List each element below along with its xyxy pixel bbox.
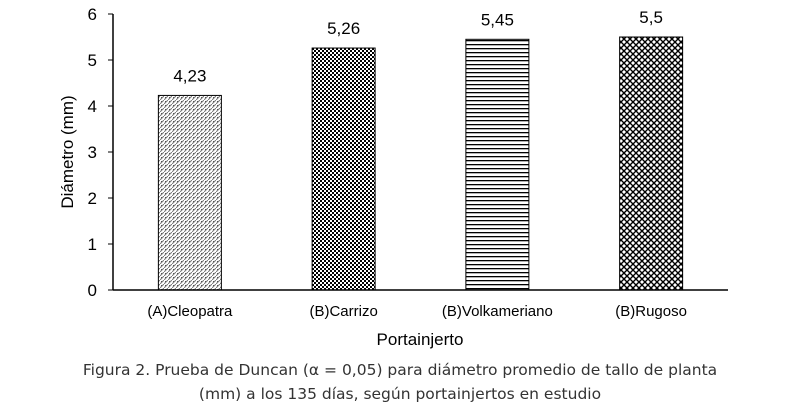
- x-axis-title: Portainjerto: [377, 330, 464, 349]
- y-tick-label: 0: [88, 281, 97, 300]
- caption-line-2: (mm) a los 135 días, según portainjertos…: [198, 385, 602, 403]
- y-tick-label: 4: [88, 97, 97, 116]
- data-label: 5,5: [639, 8, 663, 27]
- bars: 4,23 5,26 5,45 5,5: [157, 8, 684, 291]
- y-tick-label: 5: [88, 51, 97, 70]
- x-tick-label: (B)Rugoso: [615, 303, 687, 320]
- y-tick-label: 3: [88, 143, 97, 162]
- data-label: 5,45: [481, 10, 514, 29]
- y-tick-label: 2: [88, 189, 97, 208]
- x-axis: (A)Cleopatra (B)Carrizo (B)Volkameriano (B)…: [113, 289, 728, 320]
- x-tick-label: (B)Carrizo: [309, 303, 377, 320]
- y-tick-label: 6: [88, 5, 97, 24]
- y-axis: 0 1 2 3 4 5 6: [88, 5, 114, 300]
- y-axis-title: Diámetro (mm): [58, 95, 77, 208]
- figure-caption: Figura 2. Prueba de Duncan (α = 0,05) pa…: [0, 358, 800, 406]
- bar: [157, 94, 222, 291]
- bar-chart: 0 1 2 3 4 5 6 4,23 5,26 5,45 5,5 (A)Cleopatra (B)C…: [58, 5, 728, 349]
- x-tick-label: (B)Volkameriano: [442, 303, 553, 320]
- caption-line-1: Figura 2. Prueba de Duncan (α = 0,05) pa…: [82, 361, 718, 379]
- bar: [465, 38, 530, 291]
- bar: [619, 36, 684, 291]
- x-tick-label: (A)Cleopatra: [147, 303, 233, 320]
- bar: [311, 47, 376, 291]
- data-label: 4,23: [173, 66, 206, 85]
- data-label: 5,26: [327, 19, 360, 38]
- y-tick-label: 1: [88, 235, 97, 254]
